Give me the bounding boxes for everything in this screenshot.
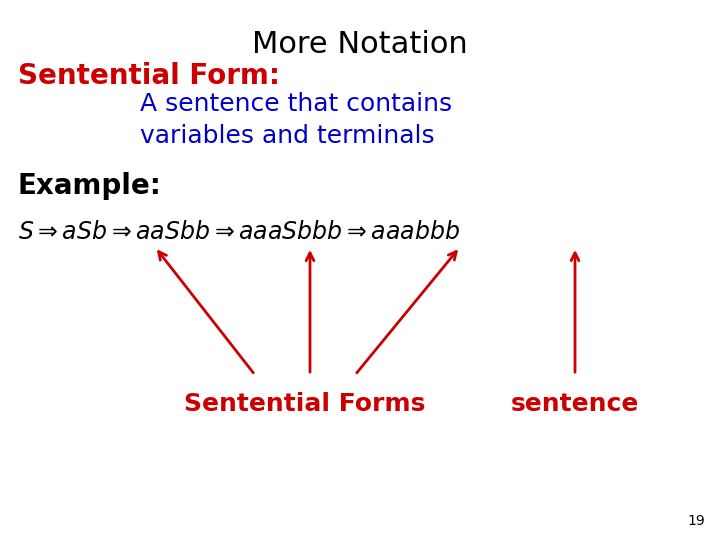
Text: sentence: sentence — [510, 392, 639, 416]
Text: Example:: Example: — [18, 172, 162, 200]
Text: 19: 19 — [688, 514, 705, 528]
Text: More Notation: More Notation — [252, 30, 468, 59]
Text: Sentential Form:: Sentential Form: — [18, 62, 280, 90]
Text: Sentential Forms: Sentential Forms — [184, 392, 426, 416]
Text: A sentence that contains: A sentence that contains — [140, 92, 452, 116]
Text: $S \Rightarrow aSb \Rightarrow aaSbb \Rightarrow aaaSbbb \Rightarrow aaabbb$: $S \Rightarrow aSb \Rightarrow aaSbb \Ri… — [18, 220, 460, 244]
Text: variables and terminals: variables and terminals — [140, 124, 435, 148]
